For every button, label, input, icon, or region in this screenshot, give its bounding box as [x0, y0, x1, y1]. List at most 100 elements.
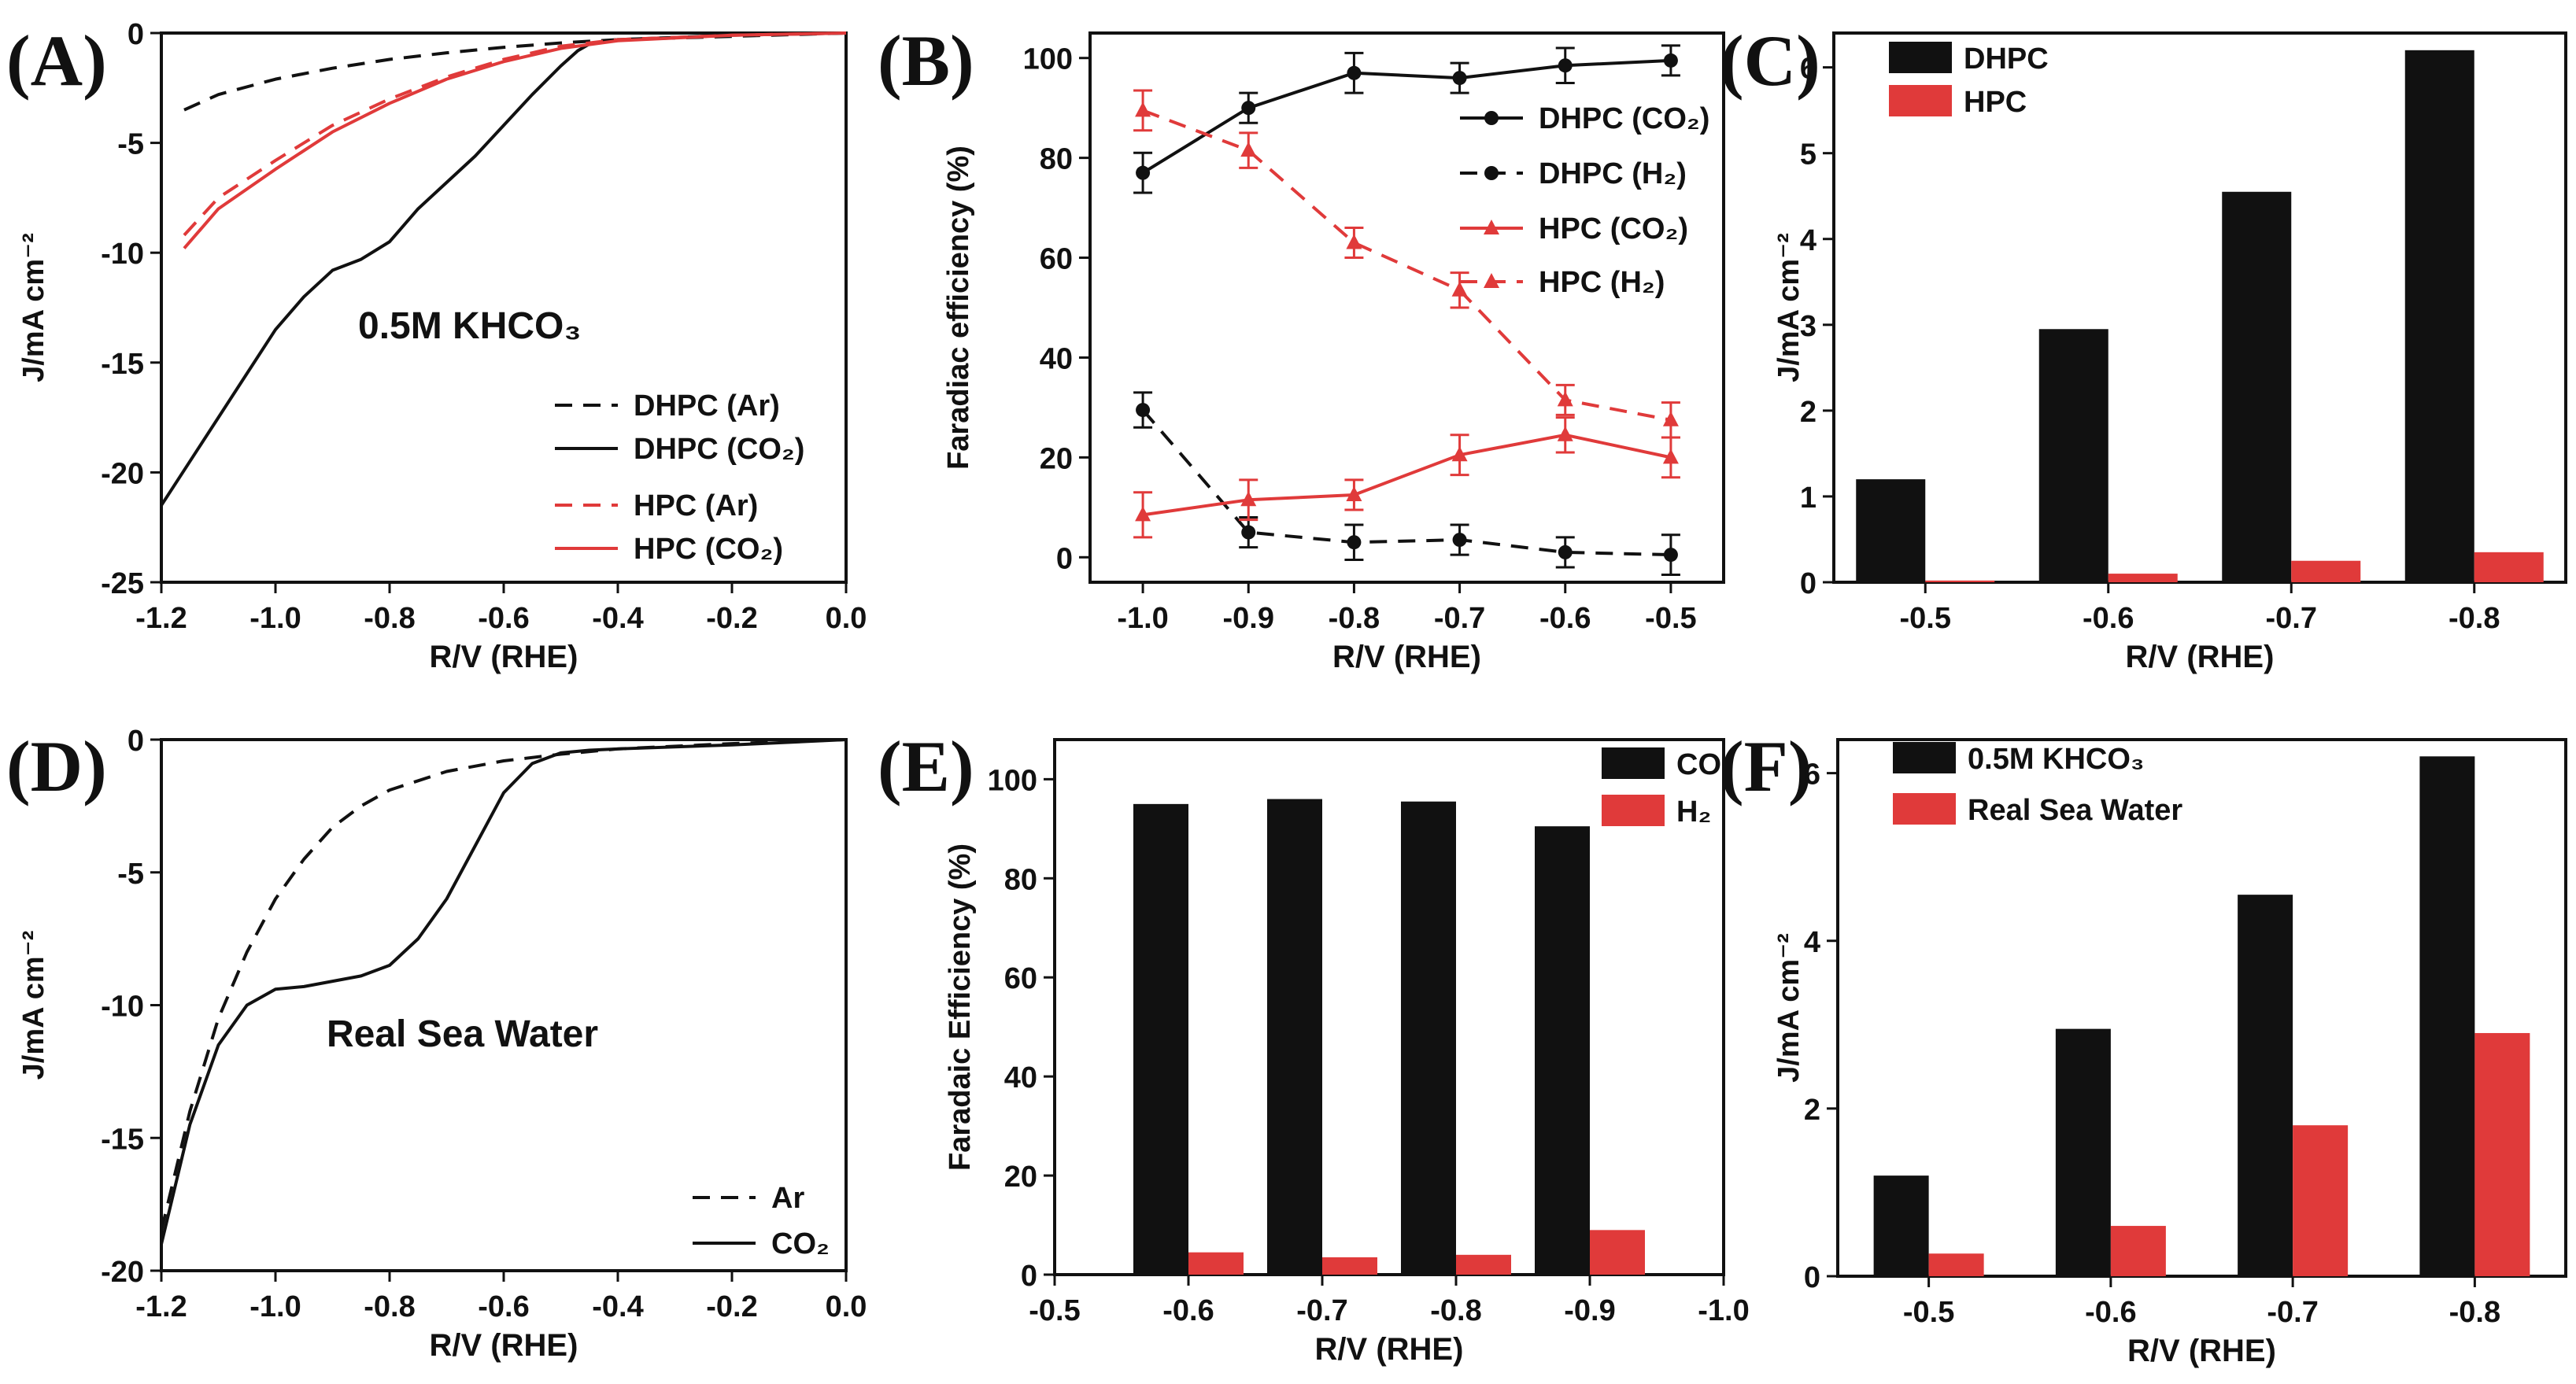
- data-point: [1135, 101, 1151, 117]
- bar: [1267, 799, 1322, 1275]
- data-point: [1662, 448, 1679, 464]
- x-tick-label: -0.6: [478, 602, 529, 635]
- x-tick-label: -1.0: [1117, 602, 1168, 635]
- legend-entry-label: DHPC (CO₂): [634, 433, 804, 466]
- y-tick-label: 6: [1804, 758, 1820, 792]
- data-point: [1136, 165, 1151, 180]
- y-tick-label: -20: [101, 457, 144, 490]
- y-axis-title: Faradaic Efficiency (%): [944, 843, 977, 1171]
- legend-swatch: [1893, 793, 1956, 825]
- x-axis-title: R/V (RHE): [430, 1328, 578, 1363]
- x-tick-label: -0.9: [1223, 602, 1274, 635]
- bar: [2291, 560, 2361, 582]
- legend-label: DHPC: [1964, 42, 2049, 76]
- x-tick-label: -0.7: [1296, 1294, 1347, 1327]
- x-tick-label: -0.2: [706, 1290, 757, 1323]
- legend-entry-label: Ar: [771, 1182, 804, 1215]
- bar: [2038, 329, 2108, 582]
- data-point: [1241, 525, 1256, 540]
- y-tick-label: 4: [1804, 926, 1820, 959]
- x-tick-label: 0.0: [826, 1290, 867, 1323]
- bar: [1456, 1254, 1511, 1275]
- data-point: [1451, 446, 1468, 462]
- legend-entry-label: DHPC (Ar): [634, 389, 780, 423]
- series-line: [183, 31, 847, 112]
- y-tick-label: 40: [1004, 1061, 1037, 1094]
- y-tick-label: 0: [128, 725, 144, 758]
- data-point: [1452, 71, 1467, 86]
- legend-swatch: [1602, 747, 1665, 779]
- plot-frame: [1053, 738, 1725, 1276]
- y-tick-label: 80: [1004, 863, 1037, 896]
- legend-entry-label: DHPC (H₂): [1539, 157, 1687, 190]
- x-tick-label: -0.5: [1645, 602, 1696, 635]
- y-axis-title: Faradiac efficiency (%): [942, 146, 975, 470]
- x-tick-label: -1.2: [135, 602, 187, 635]
- series-line: [1142, 433, 1672, 517]
- legend-entry-label: CO₂: [771, 1227, 830, 1260]
- y-tick-label: 60: [1004, 962, 1037, 995]
- legend-swatch: [1889, 85, 1952, 116]
- data-point: [1241, 101, 1256, 116]
- legend-marker: [1484, 273, 1499, 288]
- plot-frame: [1836, 738, 2567, 1278]
- panel-label-C: (C): [1720, 20, 1820, 101]
- legend-swatch: [1602, 795, 1665, 826]
- data-point: [1663, 53, 1678, 68]
- x-tick-label: -0.6: [2085, 1296, 2136, 1329]
- y-tick-label: -5: [117, 858, 144, 891]
- x-tick-label: -0.4: [592, 1290, 643, 1323]
- y-tick-label: 100: [1023, 43, 1073, 76]
- bar: [1590, 1230, 1645, 1275]
- data-point: [1347, 65, 1362, 80]
- y-tick-label: 0: [1800, 567, 1817, 600]
- series-line: [160, 738, 847, 1231]
- series-line: [1141, 408, 1671, 557]
- y-tick-label: 4: [1800, 224, 1817, 257]
- y-tick-label: 0: [1804, 1261, 1820, 1294]
- panel-label-E: (E): [878, 726, 974, 806]
- series-line: [160, 738, 847, 1245]
- y-axis-title: J/mA cm⁻²: [17, 931, 50, 1080]
- data-point: [1135, 506, 1151, 522]
- plot-frame: [160, 738, 848, 1272]
- bar: [2222, 191, 2292, 582]
- x-tick-label: -0.7: [2266, 602, 2317, 635]
- x-tick-label: -1.0: [249, 602, 301, 635]
- series-line: [183, 31, 847, 249]
- legend-label: H₂: [1676, 795, 1711, 829]
- bar: [1188, 1252, 1244, 1275]
- bar: [2238, 895, 2293, 1276]
- x-tick-label: -0.9: [1564, 1294, 1615, 1327]
- x-axis-title: R/V (RHE): [1315, 1332, 1464, 1367]
- y-tick-label: 0: [128, 18, 144, 51]
- legend-label: 0.5M KHCO₃: [1968, 743, 2145, 776]
- x-tick-label: -0.2: [706, 602, 757, 635]
- x-tick-label: -0.8: [1329, 602, 1380, 635]
- bar: [2110, 1226, 2166, 1276]
- legend-label: Real Sea Water: [1968, 794, 2182, 827]
- y-tick-label: 60: [1040, 243, 1073, 276]
- data-point: [1451, 281, 1468, 297]
- bar: [2108, 574, 2178, 582]
- panel-label-B: (B): [878, 20, 974, 101]
- y-tick-label: -15: [101, 348, 144, 381]
- x-tick-label: -0.8: [2449, 1296, 2500, 1329]
- plot-frame: [1088, 31, 1725, 584]
- y-tick-label: -10: [101, 991, 144, 1024]
- panel-F: (F) J/mA cm⁻² R/V (RHE) 0 2 4 6 -0.5 -0.6 -0.7 -0.…: [1720, 726, 2567, 1368]
- legend-marker: [1484, 111, 1499, 125]
- legend-entry-label: HPC (CO₂): [634, 533, 783, 566]
- data-point: [1662, 411, 1679, 426]
- y-tick-label: 20: [1040, 442, 1073, 475]
- y-tick-label: 2: [1800, 396, 1817, 429]
- y-axis-title: J/mA cm⁻²: [1772, 933, 1805, 1083]
- x-tick-label: -0.8: [364, 602, 415, 635]
- data-point: [1240, 142, 1257, 157]
- y-tick-label: 40: [1040, 342, 1073, 375]
- bar: [2474, 1032, 2530, 1276]
- x-tick-label: -0.5: [1903, 1296, 1954, 1329]
- x-tick-label: -0.7: [2267, 1296, 2318, 1329]
- y-tick-label: 0: [1056, 542, 1073, 575]
- x-tick-label: -0.5: [1900, 602, 1951, 635]
